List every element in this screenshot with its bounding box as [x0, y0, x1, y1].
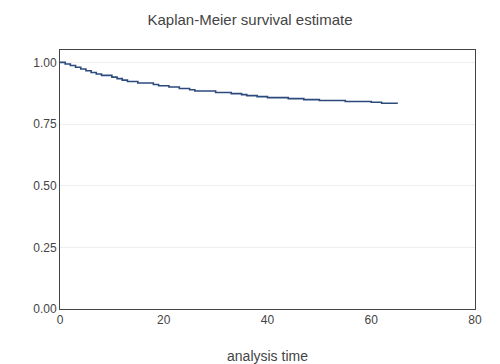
svg-text:40: 40	[261, 313, 275, 327]
svg-text:analysis time: analysis time	[227, 348, 308, 364]
svg-text:20: 20	[157, 313, 171, 327]
svg-text:0.00: 0.00	[33, 302, 57, 316]
svg-text:Kaplan-Meier survival estimate: Kaplan-Meier survival estimate	[147, 11, 352, 28]
svg-text:60: 60	[365, 313, 379, 327]
svg-text:0.50: 0.50	[33, 179, 57, 193]
svg-text:0: 0	[57, 313, 64, 327]
svg-text:0.75: 0.75	[33, 117, 57, 131]
svg-text:0.25: 0.25	[33, 241, 57, 255]
svg-text:80: 80	[468, 313, 482, 327]
svg-text:1.00: 1.00	[33, 56, 57, 70]
